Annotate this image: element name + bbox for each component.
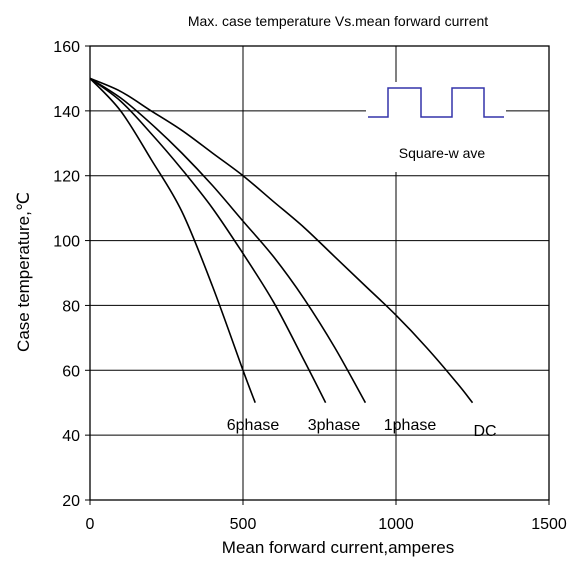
series-labels: 6phase 3phase 1phase DC: [227, 417, 497, 440]
chart-title: Max. case temperature Vs.mean forward cu…: [188, 13, 488, 29]
x-tick-label: 500: [230, 516, 257, 533]
series-line-dc: [89, 77, 474, 404]
x-tick-label: 1500: [531, 516, 567, 533]
ticks: 20 40 60 80 100 120 140 160 0 500 1000 1500: [53, 39, 567, 533]
x-tick-label: 1000: [378, 516, 414, 533]
series-line-6phase: [89, 77, 256, 403]
series-group: [89, 77, 474, 404]
grid: [90, 46, 549, 500]
y-tick-label: 60: [62, 363, 80, 380]
square-wave-icon: [368, 87, 504, 118]
square-wave-inset: Square-w ave: [366, 82, 506, 172]
series-line-3phase: [89, 77, 327, 404]
series-line-1phase: [89, 77, 367, 404]
series-label-6phase: 6phase: [227, 417, 280, 434]
inset-background: [366, 82, 506, 172]
y-tick-label: 160: [53, 39, 80, 56]
series-label-dc: DC: [473, 423, 496, 440]
series-label-1phase: 1phase: [384, 417, 437, 434]
y-tick-label: 120: [53, 169, 80, 186]
y-tick-label: 80: [62, 298, 80, 315]
y-axis-label: Case temperature,℃: [14, 192, 33, 352]
y-tick-label: 40: [62, 428, 80, 445]
y-tick-label: 100: [53, 234, 80, 251]
series-label-3phase: 3phase: [308, 417, 361, 434]
x-tick-label: 0: [86, 516, 95, 533]
y-tick-label: 140: [53, 104, 80, 121]
x-axis-label: Mean forward current,amperes: [222, 538, 454, 557]
y-tick-label: 20: [62, 493, 80, 510]
plot-frame: [89, 45, 550, 501]
inset-label: Square-w ave: [399, 145, 486, 161]
